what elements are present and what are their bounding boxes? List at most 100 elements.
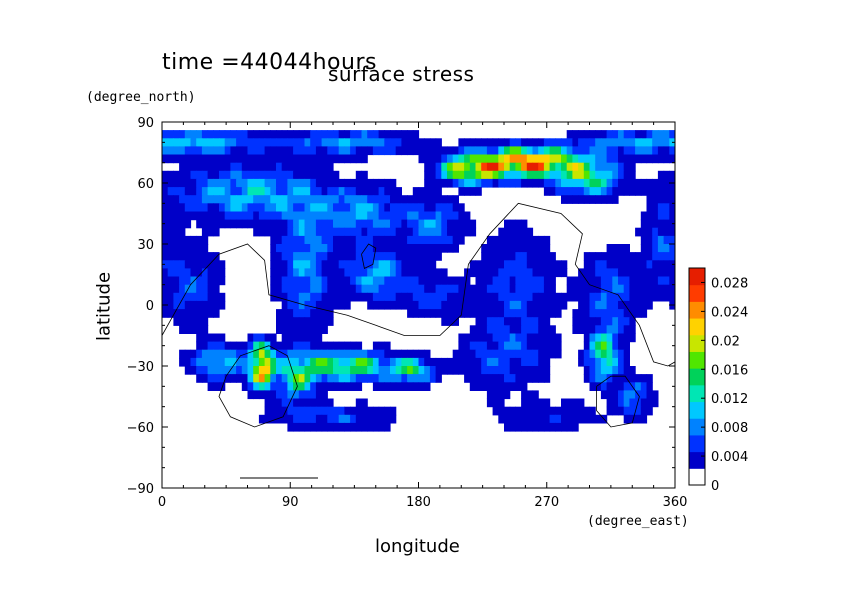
heatmap-cell [298, 398, 306, 408]
heatmap-cell [344, 211, 351, 221]
heatmap-cell [640, 406, 648, 416]
heatmap-cell [618, 187, 625, 196]
heatmap-cell [333, 154, 340, 164]
heatmap-cell [372, 366, 380, 375]
heatmap-cell [304, 162, 311, 172]
colorbar-tick-label: 0.004 [711, 450, 748, 465]
heatmap-cell [298, 268, 306, 278]
heatmap-cell [549, 309, 556, 318]
heatmap-cell [595, 187, 602, 196]
heatmap-cell [179, 260, 186, 269]
heatmap-cell [606, 382, 613, 391]
heatmap-cell [515, 260, 522, 269]
heatmap-cell [464, 162, 471, 172]
heatmap-cell [663, 211, 670, 221]
heatmap-cell [213, 284, 220, 294]
heatmap-cell [424, 154, 431, 164]
heatmap-cell [344, 300, 351, 310]
heatmap-cell [640, 268, 648, 278]
heatmap-cell [327, 284, 334, 294]
heatmap-cell [395, 211, 402, 221]
heatmap-cell [543, 268, 551, 278]
heatmap-cell [236, 130, 243, 139]
heatmap-cell [310, 398, 317, 408]
heatmap-cell [600, 260, 608, 269]
heatmap-cell [179, 178, 186, 188]
heatmap-cell [213, 357, 220, 367]
heatmap-cell [521, 227, 528, 237]
heatmap-cell [429, 162, 437, 172]
heatmap-cell [509, 349, 516, 359]
heatmap-cell [418, 252, 425, 261]
heatmap-cell [241, 154, 249, 164]
heatmap-cell [412, 130, 420, 139]
heatmap-cell [201, 130, 209, 139]
heatmap-cell [561, 292, 568, 302]
heatmap-cell [623, 170, 630, 180]
heatmap-cell [264, 195, 271, 204]
colorbar-swatch [689, 451, 705, 469]
heatmap-cell [162, 252, 169, 261]
heatmap-cell [293, 317, 300, 326]
heatmap-cell [412, 300, 420, 310]
heatmap-cell [429, 211, 437, 221]
heatmap-cell [543, 414, 551, 424]
heatmap-cell [663, 219, 670, 229]
heatmap-cell [287, 300, 294, 310]
heatmap-cell [646, 203, 653, 212]
heatmap-cell [412, 219, 420, 229]
heatmap-cell [361, 268, 368, 278]
heatmap-cell [572, 178, 579, 188]
heatmap-cell [247, 195, 254, 204]
heatmap-cell [281, 235, 288, 245]
heatmap-cell [390, 374, 397, 383]
heatmap-cell [196, 309, 203, 318]
heatmap-cell [378, 138, 385, 147]
heatmap-cell [390, 268, 397, 278]
heatmap-cell [253, 341, 260, 351]
heatmap-cell [481, 366, 488, 375]
heatmap-cell [247, 390, 254, 400]
heatmap-cell [190, 252, 197, 261]
heatmap-cell [276, 398, 283, 408]
heatmap-cell [213, 162, 220, 172]
heatmap-cell [532, 374, 539, 383]
heatmap-cell [190, 317, 197, 326]
heatmap-cell [327, 276, 334, 286]
heatmap-cell [549, 146, 556, 156]
heatmap-cell [401, 292, 408, 302]
heatmap-cell [612, 292, 619, 302]
heatmap-cell [333, 203, 340, 212]
heatmap-cell [287, 276, 294, 286]
heatmap-cell [304, 357, 311, 367]
heatmap-cell [606, 178, 613, 188]
heatmap-cell [612, 349, 619, 359]
heatmap-cell [310, 341, 317, 351]
colorbar-swatch [689, 334, 705, 352]
heatmap-cell [475, 187, 482, 196]
heatmap-cell [669, 154, 675, 164]
heatmap-cell [173, 284, 180, 294]
heatmap-cell [241, 138, 249, 147]
heatmap-cell [663, 138, 670, 147]
heatmap-cell [321, 203, 328, 212]
heatmap-cell [287, 170, 294, 180]
heatmap-cell [344, 341, 351, 351]
heatmap-cell [509, 235, 516, 245]
heatmap-cell [538, 414, 545, 424]
heatmap-cell [646, 268, 653, 278]
heatmap-cell [475, 170, 482, 180]
heatmap-cell [372, 219, 380, 229]
heatmap-cell [378, 300, 385, 310]
heatmap-cell [264, 406, 271, 416]
heatmap-cell [498, 414, 505, 424]
heatmap-cell [184, 244, 192, 253]
heatmap-cell [441, 276, 448, 286]
heatmap-cell [276, 349, 283, 359]
heatmap-cell [612, 195, 619, 204]
heatmap-cell [618, 138, 625, 147]
heatmap-cell [612, 170, 619, 180]
heatmap-cell [663, 203, 670, 212]
heatmap-cell [184, 178, 192, 188]
heatmap-cell [304, 284, 311, 294]
